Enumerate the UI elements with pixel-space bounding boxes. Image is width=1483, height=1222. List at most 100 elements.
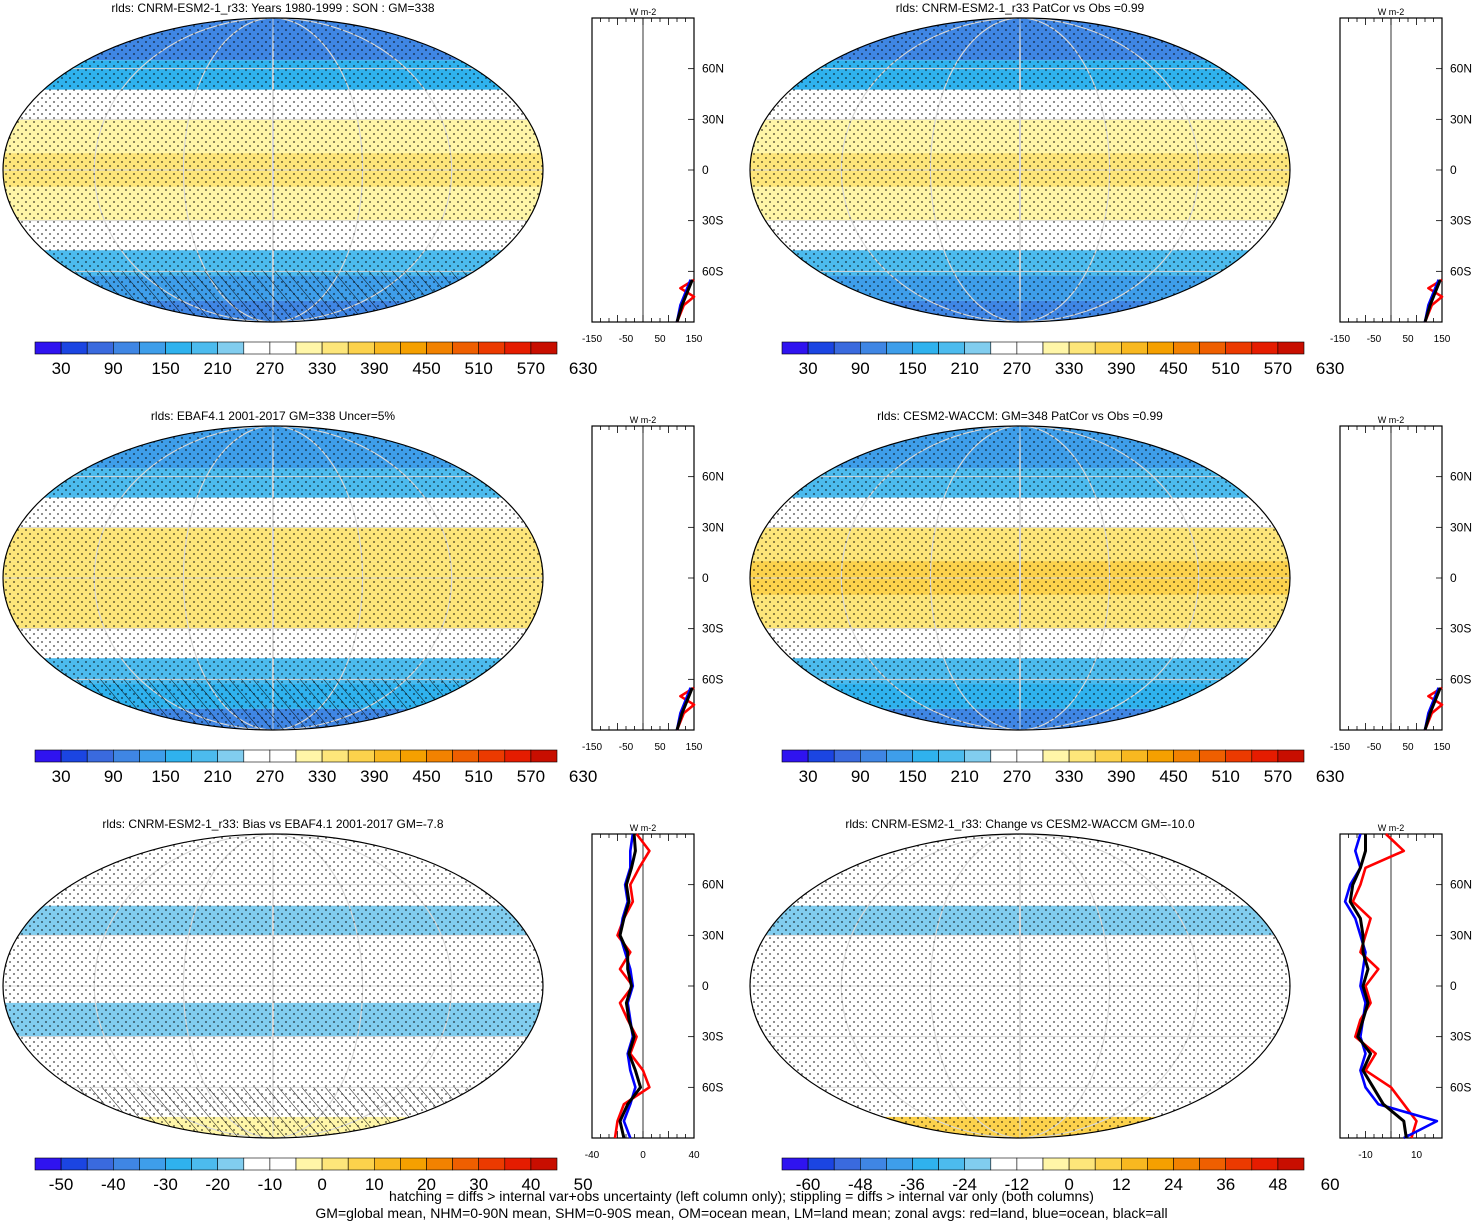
colorbar-label: 30 — [469, 1175, 488, 1194]
zonal-x-label: -50 — [619, 742, 634, 753]
zonal-lat-label: 30S — [702, 622, 723, 636]
zonal-x-label: 40 — [688, 1150, 700, 1161]
zonal-x-label: 50 — [654, 742, 666, 753]
colorbar-swatch — [400, 749, 427, 763]
zonal-x-label: -150 — [1330, 334, 1350, 345]
colorbar-label: 270 — [256, 767, 284, 786]
colorbar-swatch — [478, 749, 506, 763]
colorbar-swatch — [165, 1157, 192, 1171]
colorbar-label: -12 — [1005, 1175, 1030, 1194]
zonal-lat-label: 60N — [702, 878, 724, 892]
zonal-lat-label: 30N — [702, 928, 724, 942]
colorbar-swatch — [191, 1157, 219, 1171]
colorbar-swatch — [1199, 749, 1226, 763]
zonal-lat-label: 60S — [1450, 264, 1471, 278]
panel-title: rlds: CESM2-WACCM: GM=348 PatCor vs Obs … — [877, 409, 1163, 423]
colorbar-swatch — [113, 1157, 140, 1171]
colorbar-swatch — [1147, 341, 1174, 355]
colorbar-swatch — [426, 749, 453, 763]
colorbar-label: 150 — [898, 359, 926, 378]
zonal-panel: W m-2 60N 30N 0 30S 60S -10 10 — [1339, 823, 1472, 1161]
colorbar-label: 40 — [521, 1175, 540, 1194]
colorbar-swatch — [964, 341, 992, 355]
map-field — [750, 18, 1290, 322]
colorbar-swatch — [321, 341, 349, 355]
colorbar-label: 390 — [1107, 359, 1135, 378]
zonal-x-label: -40 — [585, 1150, 600, 1161]
zonal-lat-label: 0 — [702, 163, 709, 177]
colorbar-swatch — [938, 341, 965, 355]
colorbar-swatch — [1225, 1157, 1253, 1171]
colorbar-swatch — [1042, 341, 1070, 355]
colorbar-label: 210 — [951, 767, 979, 786]
zonal-series-all — [1423, 279, 1442, 323]
zonal-x-label: 150 — [686, 334, 703, 345]
colorbar-swatch — [400, 1157, 427, 1171]
colorbar-swatch — [426, 1157, 453, 1171]
colorbar-label: 510 — [465, 359, 493, 378]
colorbar-swatch — [781, 341, 809, 355]
stippling — [750, 426, 1290, 730]
colorbar-swatch — [373, 341, 401, 355]
colorbar: -60 -48 -36 -24 -12 0 12 24 36 48 60 — [781, 1157, 1340, 1194]
zonal-unit-label: W m-2 — [1378, 7, 1405, 17]
colorbar-label: 90 — [104, 767, 123, 786]
colorbar-swatch — [1225, 341, 1253, 355]
zonal-lat-label: 60N — [702, 470, 724, 484]
colorbar-swatch — [1199, 1157, 1226, 1171]
colorbar-swatch — [781, 749, 809, 763]
zonal-lat-label: 30N — [1450, 520, 1472, 534]
colorbar: 30 90 150 210 270 330 390 450 510 570 630 — [34, 341, 597, 378]
colorbar-label: 570 — [1264, 767, 1292, 786]
colorbar-label: -20 — [205, 1175, 230, 1194]
colorbar-swatch — [504, 341, 532, 355]
zonal-x-label: -10 — [1358, 1150, 1373, 1161]
colorbar-swatch — [243, 341, 271, 355]
colorbar-swatch — [86, 341, 114, 355]
colorbar-label: 270 — [256, 359, 284, 378]
colorbar-swatch — [321, 749, 349, 763]
colorbar-label: 390 — [360, 767, 388, 786]
colorbar-label: 630 — [569, 359, 597, 378]
stippling — [750, 834, 1290, 1138]
zonal-series-all — [1348, 834, 1408, 1139]
colorbar-swatch — [243, 749, 271, 763]
map-outline — [2, 833, 544, 1139]
zonal-lat-label: 30N — [702, 112, 724, 126]
colorbar-swatch — [859, 749, 887, 763]
colorbar-label: 390 — [360, 359, 388, 378]
colorbar-swatch — [113, 749, 140, 763]
colorbar-swatch — [1277, 1157, 1305, 1171]
map-outline — [2, 425, 544, 731]
colorbar-swatch — [60, 341, 88, 355]
colorbar-label: 48 — [1268, 1175, 1287, 1194]
zonal-lat-label: 60S — [1450, 1080, 1471, 1094]
colorbar-label: 510 — [1212, 767, 1240, 786]
colorbar-swatch — [34, 749, 62, 763]
colorbar-label: 330 — [308, 359, 336, 378]
colorbar-label: 90 — [104, 359, 123, 378]
colorbar-swatch — [269, 749, 297, 763]
colorbar-label: 30 — [52, 359, 71, 378]
colorbar-swatch — [833, 1157, 861, 1171]
colorbar-swatch — [217, 749, 245, 763]
map-field — [750, 426, 1290, 730]
colorbar-swatch — [269, 341, 297, 355]
colorbar-swatch — [990, 749, 1018, 763]
colorbar-swatch — [191, 749, 219, 763]
zonal-x-label: -50 — [619, 334, 634, 345]
zonal-x-label: -150 — [582, 742, 602, 753]
footer-line-1: hatching = diffs > internal var+obs unce… — [389, 1188, 1094, 1204]
colorbar-swatch — [833, 749, 861, 763]
colorbar-label: 330 — [1055, 359, 1083, 378]
colorbar-swatch — [1251, 749, 1279, 763]
zonal-lat-label: 60N — [1450, 470, 1472, 484]
colorbar-label: 10 — [365, 1175, 384, 1194]
colorbar-label: 450 — [1159, 767, 1187, 786]
panel-p5: rlds: CNRM-ESM2-1_r33: Bias vs EBAF4.1 2… — [2, 817, 724, 1194]
colorbar-swatch — [60, 749, 88, 763]
colorbar-label: 270 — [1003, 359, 1031, 378]
colorbar-swatch — [859, 1157, 887, 1171]
colorbar-swatch — [807, 749, 835, 763]
colorbar-swatch — [530, 341, 558, 355]
